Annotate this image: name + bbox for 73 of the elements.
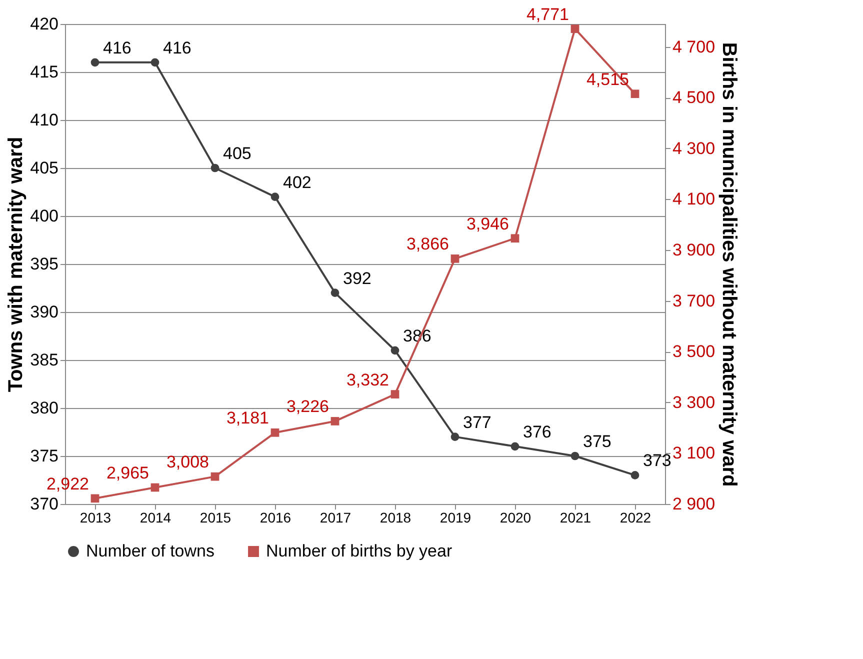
y2-tick-label: 3 500 (672, 342, 716, 362)
data-label: 2,965 (106, 463, 149, 482)
x-tick-label: 2018 (380, 510, 412, 526)
x-tick-label: 2015 (200, 510, 232, 526)
data-label: 375 (583, 432, 612, 451)
point (570, 24, 580, 34)
point (270, 428, 280, 437)
y-tick-label: 385 (30, 350, 58, 370)
point (630, 471, 640, 480)
y2-tick-label: 3 100 (672, 444, 716, 463)
data-label: 416 (103, 38, 132, 58)
point (570, 452, 580, 460)
point (450, 254, 460, 263)
x-tick-label: 2017 (320, 510, 352, 526)
point (270, 192, 280, 201)
y-tick-label: 395 (30, 254, 58, 274)
point (210, 164, 220, 172)
point (390, 346, 400, 355)
legend-label: Number of births by year (266, 542, 452, 561)
point (210, 472, 220, 481)
data-label: 3,946 (466, 214, 509, 234)
data-label: 3,226 (286, 397, 329, 416)
point (330, 417, 340, 426)
point (390, 390, 400, 398)
y-axis-title: Towns with maternity ward (5, 136, 28, 392)
point (450, 432, 460, 441)
y2-tick-label: 4 300 (672, 138, 716, 158)
x-tick-label: 2020 (500, 510, 532, 526)
data-label: 2,922 (46, 474, 89, 494)
x-tick-label: 2019 (440, 510, 472, 526)
y-tick-label: 410 (30, 110, 58, 130)
point (150, 58, 160, 67)
y2-tick-label: 4 500 (672, 88, 716, 108)
data-label: 373 (643, 451, 672, 470)
y2-tick-label: 4 700 (672, 37, 716, 56)
x-tick-label: 2014 (140, 510, 172, 526)
point (630, 90, 640, 98)
y2-tick-label: 2 900 (672, 494, 716, 514)
data-label: 377 (463, 412, 492, 432)
y-tick-label: 415 (30, 62, 58, 82)
data-label: 3,332 (346, 370, 389, 390)
data-label: 3,866 (406, 234, 449, 254)
data-label: 416 (163, 38, 192, 58)
point (90, 58, 100, 67)
y2-tick-label: 3 900 (672, 240, 716, 260)
y2-tick-label: 4 100 (672, 190, 716, 209)
y-tick-label: 375 (30, 446, 58, 466)
data-label: 405 (223, 144, 252, 163)
point (510, 234, 520, 243)
y-tick-label: 370 (30, 494, 58, 514)
y2-tick-label: 3 700 (672, 291, 716, 310)
point (90, 494, 100, 503)
y-tick-label: 405 (30, 158, 58, 178)
x-tick-label: 2016 (260, 510, 292, 526)
y-tick-label: 390 (30, 302, 58, 322)
x-tick-label: 2021 (560, 510, 592, 526)
x-tick-label: 2013 (80, 510, 112, 526)
data-label: 3,181 (226, 408, 269, 428)
point (330, 288, 340, 297)
x-tick-label: 2022 (620, 510, 652, 526)
data-label: 402 (283, 172, 312, 192)
y2-tick-label: 3 300 (672, 392, 716, 412)
point (510, 442, 520, 451)
data-label: 3,008 (166, 452, 209, 472)
y-tick-label: 400 (30, 206, 58, 226)
y-tick-label: 380 (30, 398, 58, 418)
data-label: 392 (343, 268, 372, 288)
data-label: 376 (523, 422, 552, 442)
y2-axis-title: Births in municipalities without maternity ward (718, 42, 740, 487)
y-tick-label: 420 (30, 14, 58, 34)
point (150, 483, 160, 492)
data-label: 4,771 (526, 4, 569, 24)
legend-label: Number of towns (86, 542, 214, 561)
